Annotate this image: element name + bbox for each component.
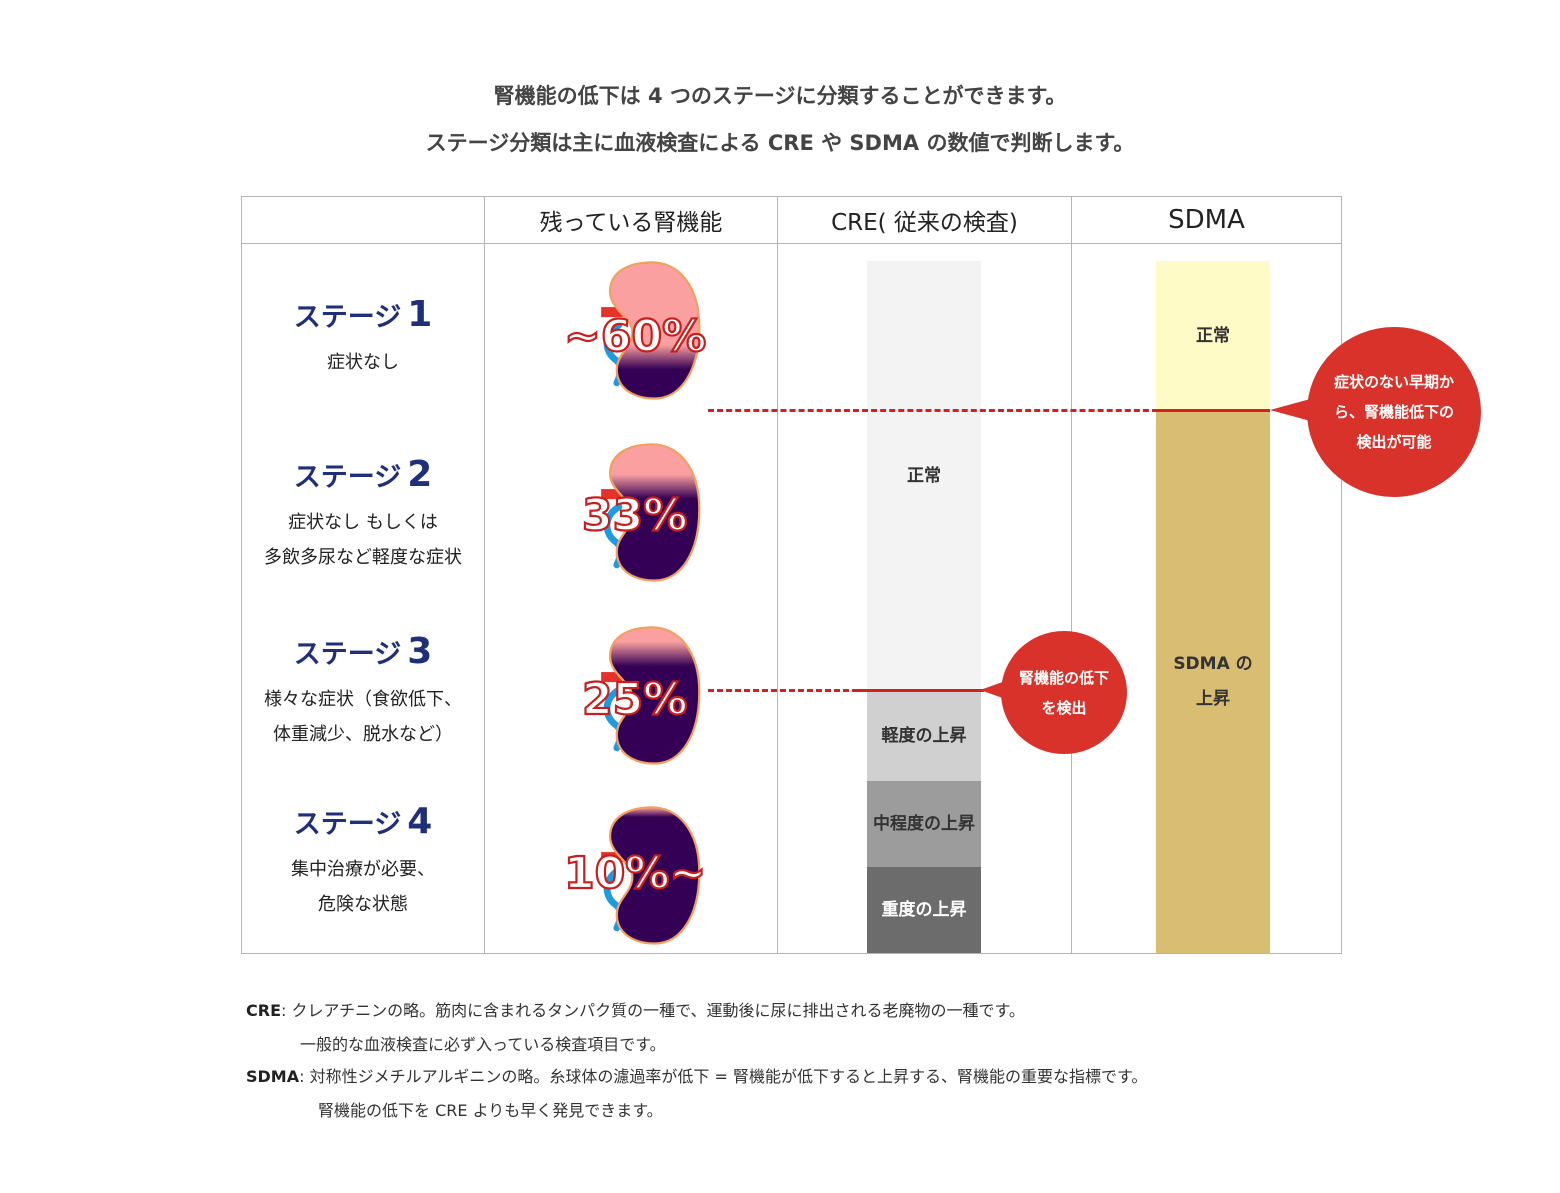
note-sdma: SDMA: 対称性ジメチルアルギニンの略。糸球体の濾過率が低下 = 腎機能が低下… [246,1067,1148,1086]
vessel-shape [601,489,628,500]
kidney-shape [608,626,701,765]
kidney-shape [608,261,701,400]
cre-detection-marker [856,689,984,692]
intro-line-1: 腎機能の低下は 4 つのステージに分類することができます。 [493,84,1067,108]
header-cre: CRE( 従来の検査) [831,210,1018,236]
vessel-shape [601,672,628,683]
stage-1-remaining-percent: ~60% [563,310,707,363]
sdma-detection-line [708,409,1158,412]
kidney-icon [601,806,701,945]
cre-bar-severe-increase: 重度の上昇 [867,867,981,953]
intro-line-2: ステージ分類は主に血液検査による CRE や SDMA の数値で判断します。 [425,131,1135,155]
svg-text:25%: 25% [582,674,687,725]
stage-1-title: ステージ 1 [293,294,433,335]
table-border-right [1341,196,1342,954]
sdma-bar-normal: 正常 [1156,261,1270,411]
kidney-icon [601,626,701,765]
stage-2-title: ステージ 2 [293,454,433,495]
vessel-shape [601,852,628,863]
column-divider-1 [484,196,485,954]
stage-2-description: 症状なし もしくは 多飲多尿など軽度な症状 [264,512,462,568]
cre-bar-moderate-increase: 中程度の上昇 [867,781,981,867]
stage-1-description: 症状なし [327,352,399,373]
cre-callout: 腎機能の低下を検出 [1001,631,1127,754]
stage-4-title: ステージ 4 [293,801,433,842]
sdma-bar-increase: SDMA の上昇 [1156,411,1270,953]
cre-bar-normal: 正常 [867,261,981,691]
cre-detection-line [708,689,858,692]
header-sdma: SDMA [1168,205,1245,235]
sdma-callout-pointer [1270,398,1314,422]
stage-1: ステージ 1 症状なし [242,294,484,380]
header-remaining-function: 残っている腎機能 [539,210,723,236]
note-sdma-continued: 腎機能の低下を CRE よりも早く発見できます。 [318,1101,663,1120]
svg-text:~60%: ~60% [564,311,706,362]
sdma-detection-marker [1156,409,1270,412]
sdma-callout: 症状のない早期から、腎機能低下の検出が可能 [1307,327,1481,497]
stage-3-title: ステージ 3 [293,631,433,672]
note-cre-continued: 一般的な血液検査に必ず入っている検査項目です。 [300,1035,666,1054]
stage-3-description: 様々な症状（食欲低下、 体重減少、脱水など） [264,689,462,745]
stage-2: ステージ 2 症状なし もしくは 多飲多尿など軽度な症状 [242,454,484,575]
kidney-icon [601,261,701,400]
stage-2-remaining-percent: 33% [581,489,689,542]
kidney-icon [601,443,701,582]
vessel-shape [601,307,628,318]
column-divider-3 [1071,196,1072,954]
kidney-shape [608,443,701,582]
table-border-top [241,196,1342,197]
table-border-bottom [241,953,1342,954]
stage-4-description: 集中治療が必要、 危険な状態 [291,859,435,915]
svg-text:10%~: 10%~ [564,848,706,899]
stage-4: ステージ 4 集中治療が必要、 危険な状態 [242,801,484,922]
table-border-left [241,196,242,954]
column-divider-2 [777,196,778,954]
stage-3: ステージ 3 様々な症状（食欲低下、 体重減少、脱水など） [242,631,484,752]
svg-text:33%: 33% [582,490,687,541]
table-header-divider [241,243,1342,244]
note-cre: CRE: クレアチニンの略。筋肉に含まれるタンパク質の一種で、運動後に尿に排出さ… [246,1001,1025,1020]
stage-3-remaining-percent: 25% [581,673,689,726]
cre-bar-mild-increase: 軽度の上昇 [867,691,981,781]
kidney-shape [608,806,701,945]
header-stage [242,197,484,243]
stage-4-remaining-percent: 10%~ [563,847,707,900]
